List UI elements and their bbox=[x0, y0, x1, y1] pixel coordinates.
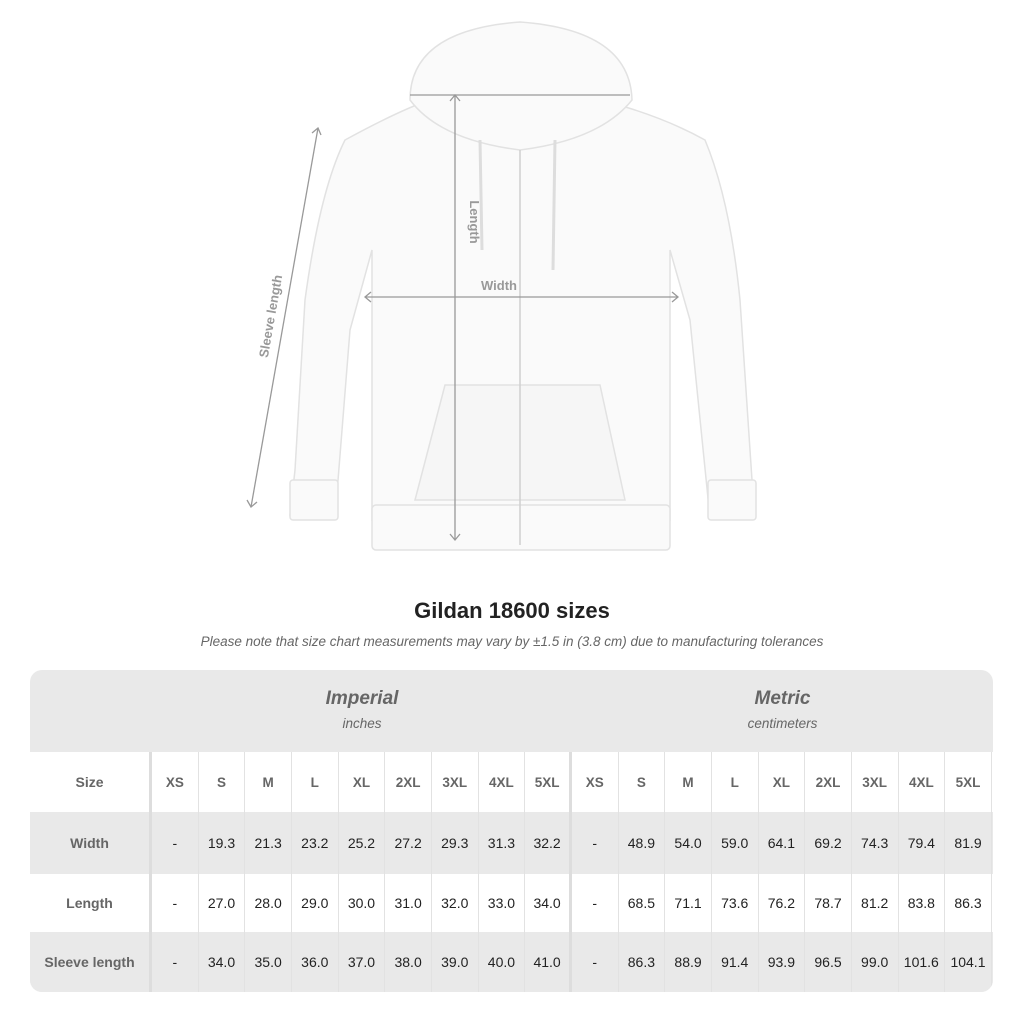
size-header-imperial: 2XL bbox=[385, 752, 432, 812]
value-cell-metric: 88.9 bbox=[665, 932, 712, 992]
value-cell-imperial: 40.0 bbox=[479, 932, 526, 992]
size-header-metric: S bbox=[619, 752, 666, 812]
value-cell-imperial: 33.0 bbox=[479, 874, 526, 932]
hoodie-diagram: Length Width Sleeve length bbox=[246, 21, 757, 551]
value-cell-imperial: 27.0 bbox=[199, 874, 246, 932]
metric-title: Metric bbox=[754, 688, 811, 709]
value-cell-metric: 74.3 bbox=[852, 812, 899, 874]
size-header-metric: L bbox=[712, 752, 759, 812]
hoodie-image bbox=[289, 21, 757, 551]
value-cell-metric: 83.8 bbox=[899, 874, 946, 932]
value-cell-imperial: 25.2 bbox=[339, 812, 386, 874]
table-row: Length -27.0 28.0 29.0 30.0 31.0 32.0 33.0 34.0-… bbox=[30, 874, 993, 932]
value-cell-metric: - bbox=[572, 874, 619, 932]
row-label: Size bbox=[30, 752, 152, 812]
value-cell-metric: 79.4 bbox=[899, 812, 946, 874]
value-cell-metric: 101.6 bbox=[899, 932, 946, 992]
value-cell-imperial: - bbox=[152, 812, 199, 874]
value-cell-metric: 48.9 bbox=[619, 812, 666, 874]
value-cell-imperial: 38.0 bbox=[385, 932, 432, 992]
value-cell-imperial: 19.3 bbox=[199, 812, 246, 874]
size-header-metric: XL bbox=[759, 752, 806, 812]
value-cell-metric: 96.5 bbox=[805, 932, 852, 992]
value-cell-imperial: 32.0 bbox=[432, 874, 479, 932]
size-header-imperial: S bbox=[199, 752, 246, 812]
size-header-metric: 2XL bbox=[805, 752, 852, 812]
value-cell-imperial: 29.0 bbox=[292, 874, 339, 932]
length-label: Length bbox=[467, 200, 482, 243]
metric-header: Metric centimeters bbox=[572, 670, 993, 752]
size-header-metric: M bbox=[665, 752, 712, 812]
table-header-row: Size XS S M L XL 2XL 3XL 4XL 5XL XS S M L XL 2XL 3XL 4XL 5… bbox=[30, 752, 993, 812]
imperial-header: Imperial inches bbox=[152, 670, 572, 752]
value-cell-imperial: 41.0 bbox=[525, 932, 572, 992]
value-cell-imperial: 34.0 bbox=[525, 874, 572, 932]
value-cell-imperial: 30.0 bbox=[339, 874, 386, 932]
value-cell-metric: 69.2 bbox=[805, 812, 852, 874]
size-table: Imperial inches Metric centimeters Size X… bbox=[30, 670, 993, 992]
size-header-imperial: 5XL bbox=[525, 752, 572, 812]
tolerance-note: Please note that size chart measurements… bbox=[200, 634, 824, 649]
value-cell-metric: 86.3 bbox=[619, 932, 666, 992]
page-title: Gildan 18600 sizes bbox=[414, 598, 610, 623]
size-header-imperial: 4XL bbox=[479, 752, 526, 812]
size-header-imperial: L bbox=[292, 752, 339, 812]
size-header-imperial: XL bbox=[339, 752, 386, 812]
size-header-imperial: XS bbox=[152, 752, 199, 812]
value-cell-imperial: - bbox=[152, 932, 199, 992]
value-cell-metric: 54.0 bbox=[665, 812, 712, 874]
size-header-imperial: M bbox=[245, 752, 292, 812]
size-header-imperial: 3XL bbox=[432, 752, 479, 812]
value-cell-imperial: 28.0 bbox=[245, 874, 292, 932]
value-cell-metric: - bbox=[572, 812, 619, 874]
value-cell-imperial: 31.3 bbox=[479, 812, 526, 874]
imperial-title: Imperial bbox=[325, 688, 399, 709]
value-cell-metric: 73.6 bbox=[712, 874, 759, 932]
value-cell-metric: 59.0 bbox=[712, 812, 759, 874]
value-cell-metric: - bbox=[572, 932, 619, 992]
value-cell-metric: 104.1 bbox=[945, 932, 992, 992]
value-cell-metric: 91.4 bbox=[712, 932, 759, 992]
value-cell-imperial: - bbox=[152, 874, 199, 932]
size-header-metric: 3XL bbox=[852, 752, 899, 812]
value-cell-metric: 99.0 bbox=[852, 932, 899, 992]
value-cell-metric: 81.2 bbox=[852, 874, 899, 932]
value-cell-metric: 76.2 bbox=[759, 874, 806, 932]
value-cell-imperial: 29.3 bbox=[432, 812, 479, 874]
value-cell-imperial: 39.0 bbox=[432, 932, 479, 992]
size-header-metric: 5XL bbox=[945, 752, 992, 812]
value-cell-imperial: 31.0 bbox=[385, 874, 432, 932]
value-cell-metric: 86.3 bbox=[945, 874, 992, 932]
value-cell-metric: 64.1 bbox=[759, 812, 806, 874]
row-label: Width bbox=[30, 812, 152, 874]
value-cell-imperial: 27.2 bbox=[385, 812, 432, 874]
sleeve-length-label: Sleeve length bbox=[256, 274, 285, 359]
size-header-metric: XS bbox=[572, 752, 619, 812]
value-cell-metric: 78.7 bbox=[805, 874, 852, 932]
value-cell-imperial: 37.0 bbox=[339, 932, 386, 992]
measurement-lines bbox=[246, 93, 680, 542]
value-cell-metric: 71.1 bbox=[665, 874, 712, 932]
table-row: Width -19.3 21.3 23.2 25.2 27.2 29.3 31.3 32.2-4… bbox=[30, 812, 993, 874]
imperial-unit: inches bbox=[342, 716, 382, 731]
value-cell-imperial: 36.0 bbox=[292, 932, 339, 992]
value-cell-imperial: 35.0 bbox=[245, 932, 292, 992]
value-cell-metric: 68.5 bbox=[619, 874, 666, 932]
row-label: Length bbox=[30, 874, 152, 932]
value-cell-metric: 81.9 bbox=[945, 812, 992, 874]
value-cell-imperial: 23.2 bbox=[292, 812, 339, 874]
value-cell-metric: 93.9 bbox=[759, 932, 806, 992]
value-cell-imperial: 34.0 bbox=[199, 932, 246, 992]
metric-unit: centimeters bbox=[747, 716, 818, 731]
table-row: Sleeve length -34.0 35.0 36.0 37.0 38.0 39.0 40… bbox=[30, 932, 993, 992]
value-cell-imperial: 21.3 bbox=[245, 812, 292, 874]
width-label: Width bbox=[481, 278, 517, 293]
size-header-metric: 4XL bbox=[899, 752, 946, 812]
row-label: Sleeve length bbox=[30, 932, 152, 992]
value-cell-imperial: 32.2 bbox=[525, 812, 572, 874]
